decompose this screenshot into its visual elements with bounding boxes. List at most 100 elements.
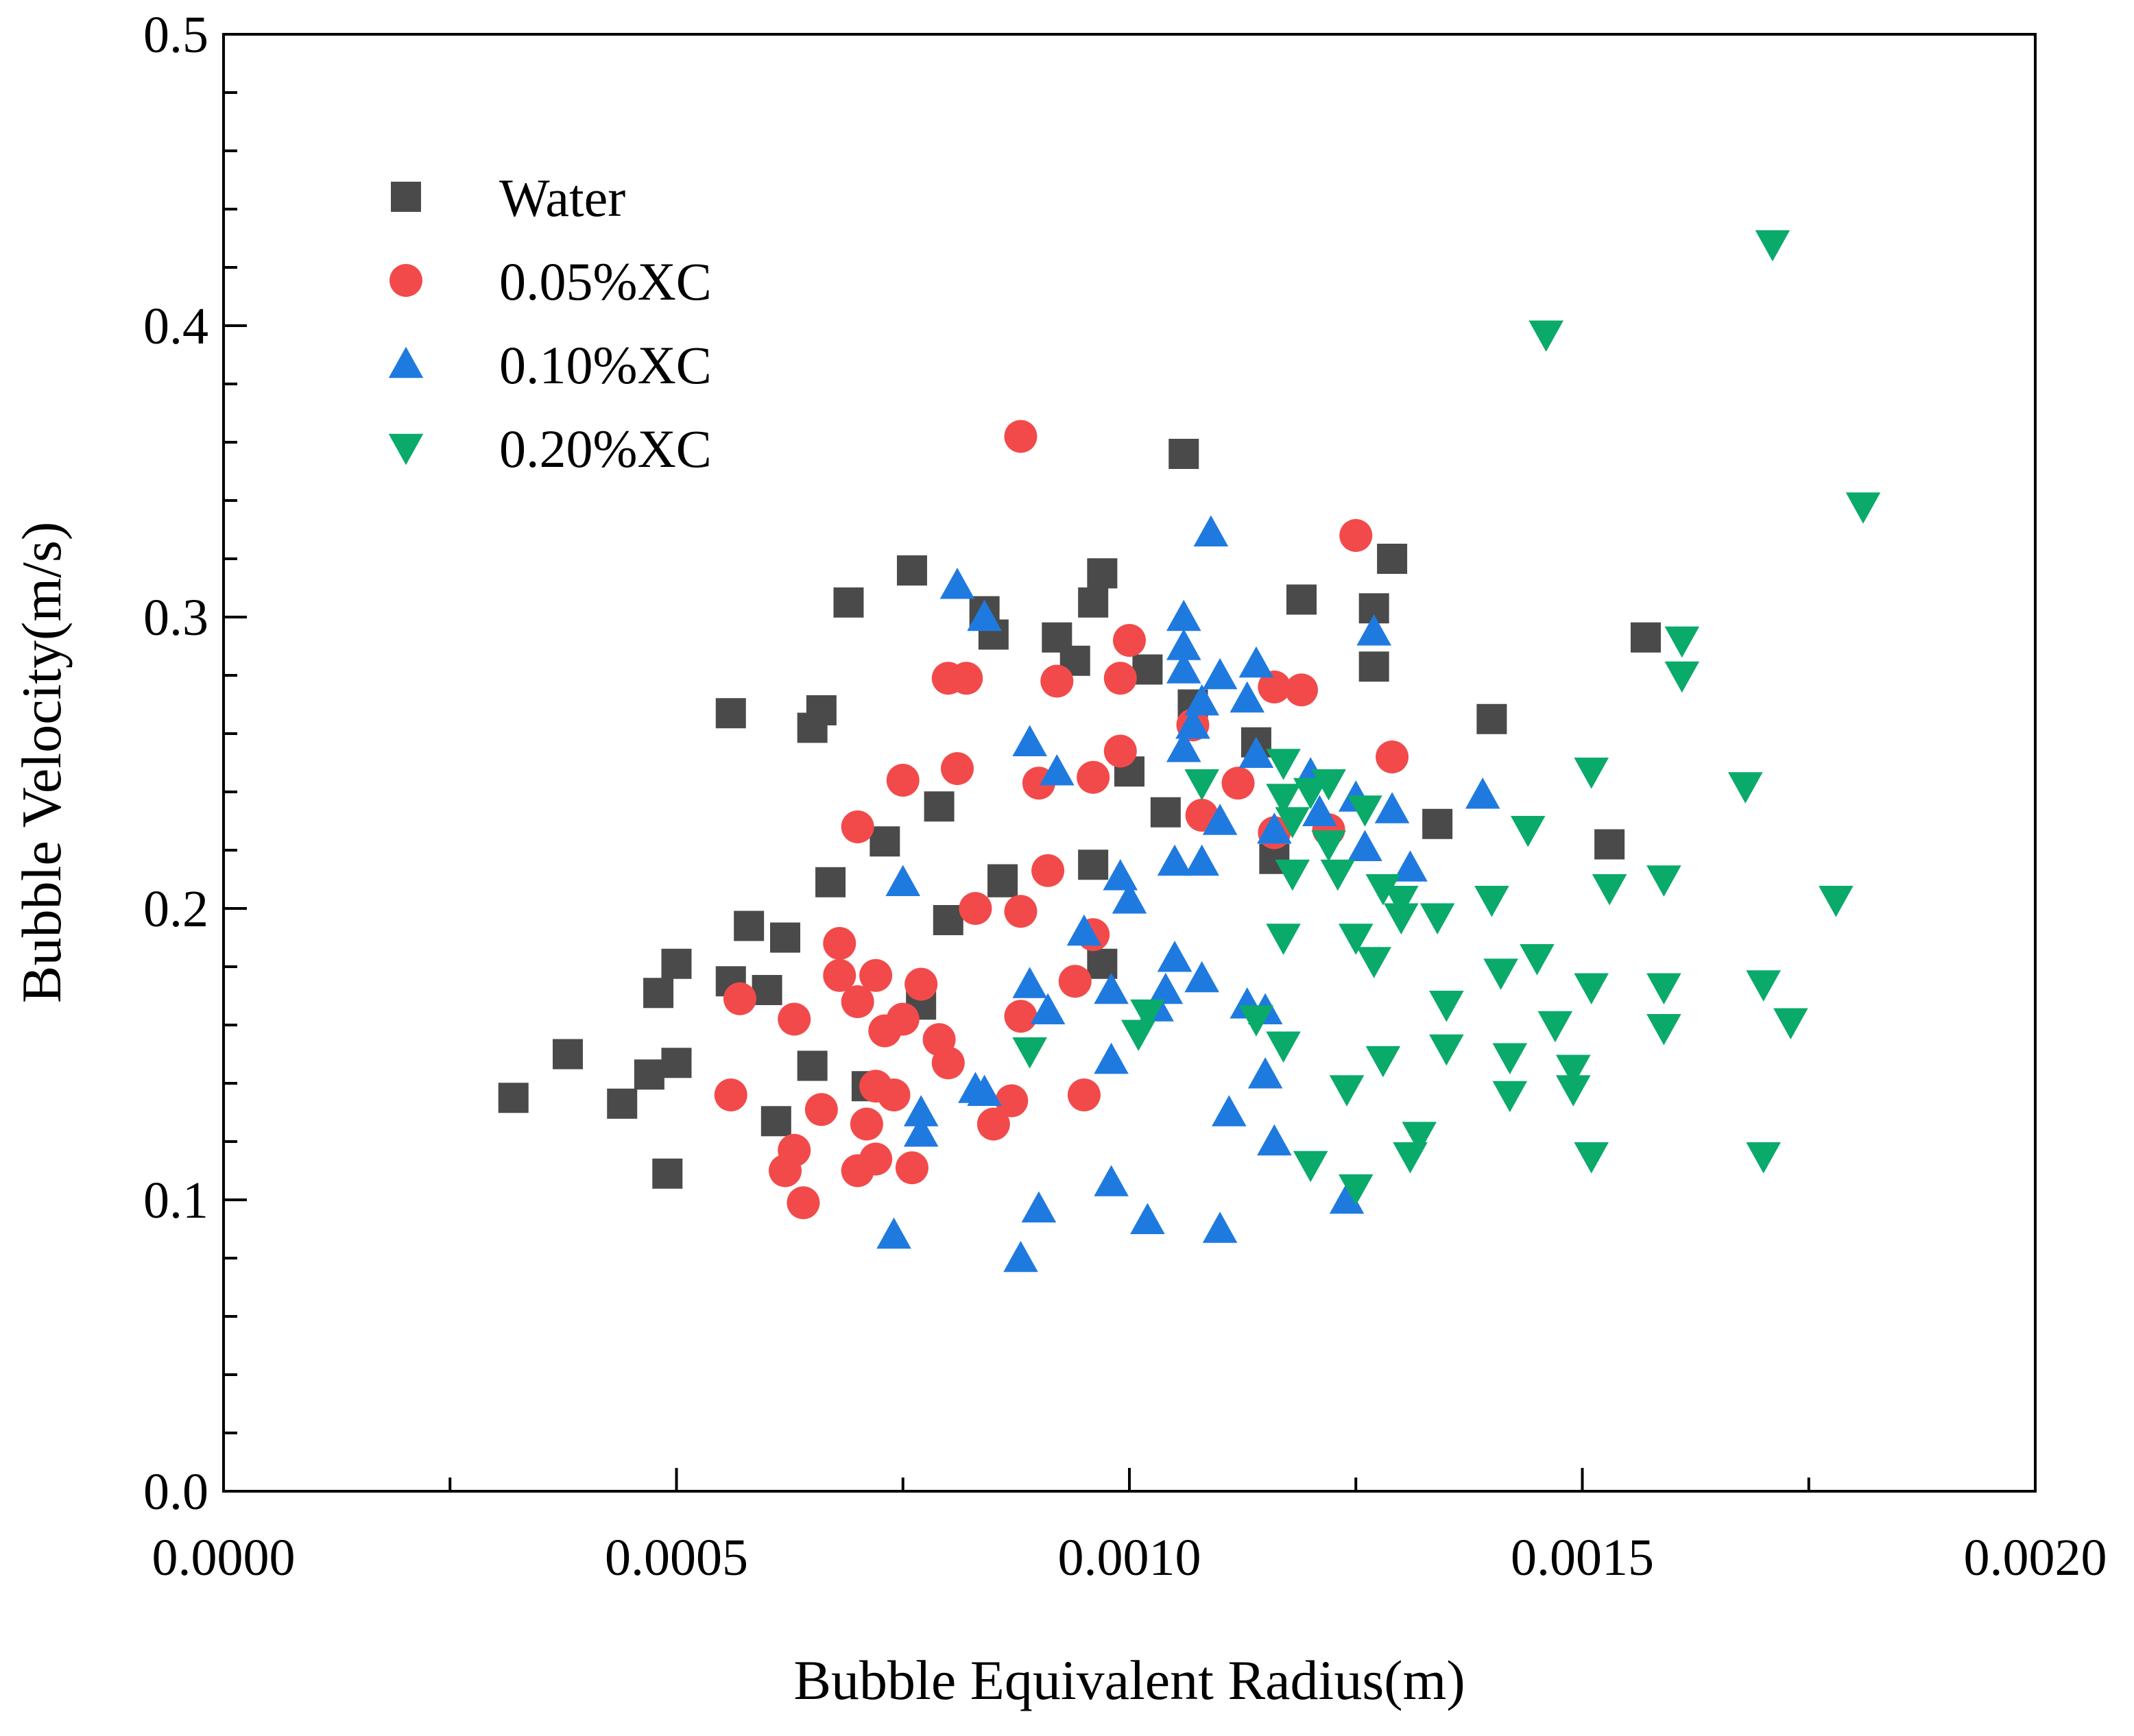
data-point xyxy=(1004,1000,1038,1033)
data-point xyxy=(1492,1043,1528,1075)
data-point xyxy=(1184,961,1219,993)
data-point xyxy=(723,982,756,1015)
data-point xyxy=(607,1088,638,1119)
data-point xyxy=(941,752,974,785)
data-point xyxy=(823,927,856,960)
data-point xyxy=(833,587,864,618)
data-point xyxy=(1094,972,1129,1004)
data-point xyxy=(1422,808,1453,839)
data-markers xyxy=(498,230,1881,1273)
data-point xyxy=(552,1039,583,1070)
data-point xyxy=(1293,1150,1328,1183)
data-point xyxy=(734,911,765,941)
data-point xyxy=(924,791,955,822)
data-point xyxy=(1338,1174,1374,1206)
data-point xyxy=(1184,844,1219,876)
data-point xyxy=(885,865,921,896)
data-point xyxy=(1202,1211,1238,1243)
data-point xyxy=(1574,758,1609,789)
plot-frame xyxy=(222,33,2037,1493)
data-point xyxy=(752,975,782,1005)
data-point xyxy=(1202,658,1238,690)
data-point xyxy=(1058,965,1092,998)
data-point xyxy=(1819,886,1854,917)
data-point xyxy=(1012,725,1047,756)
y-tick-label: 0.1 xyxy=(143,1172,208,1229)
data-point xyxy=(1476,703,1507,734)
data-point xyxy=(1120,1020,1156,1052)
data-point xyxy=(1311,830,1346,862)
legend-label: Water xyxy=(499,168,625,228)
data-point xyxy=(1266,1031,1301,1063)
data-point xyxy=(1266,784,1301,815)
data-point xyxy=(1356,614,1391,646)
data-point xyxy=(1376,740,1409,773)
data-point xyxy=(1103,858,1138,891)
data-point xyxy=(1286,584,1317,615)
data-point xyxy=(1483,959,1518,990)
data-point xyxy=(1112,882,1147,914)
x-tick-label: 0.0010 xyxy=(1058,1529,1201,1587)
data-point xyxy=(1646,973,1681,1005)
series-water xyxy=(498,439,1661,1189)
legend-label: 0.05%XC xyxy=(499,252,712,311)
data-point xyxy=(1040,754,1075,786)
legend: Water 0.05%XC 0.10%XC 0.20%XC xyxy=(388,168,712,479)
data-point xyxy=(661,1048,692,1078)
data-point xyxy=(1212,1095,1247,1126)
data-point xyxy=(1166,652,1201,684)
data-point xyxy=(1630,622,1661,653)
data-point xyxy=(1845,492,1881,524)
data-point xyxy=(903,1115,939,1147)
data-point xyxy=(1030,993,1066,1024)
data-point xyxy=(1094,1165,1129,1196)
data-point xyxy=(778,1002,811,1036)
data-point xyxy=(976,1107,1010,1141)
data-point xyxy=(886,1002,920,1036)
data-point xyxy=(1184,769,1219,801)
y-tick-label: 0.3 xyxy=(143,589,208,647)
data-point xyxy=(1087,948,1118,979)
data-point xyxy=(1113,624,1146,657)
data-point xyxy=(1302,795,1337,826)
data-point xyxy=(778,1133,811,1167)
data-point xyxy=(643,978,674,1009)
data-point xyxy=(1594,829,1625,860)
data-point xyxy=(1574,1142,1609,1174)
data-point xyxy=(896,555,927,586)
data-point xyxy=(1148,972,1184,1004)
data-point xyxy=(823,959,856,992)
data-point xyxy=(1157,844,1192,876)
data-point xyxy=(1012,967,1047,998)
data-point xyxy=(1746,970,1781,1002)
data-point xyxy=(715,698,746,729)
y-tick-label: 0.0 xyxy=(143,1463,208,1521)
data-point xyxy=(1238,736,1274,768)
data-point xyxy=(1066,914,1102,946)
y-tick-label: 0.2 xyxy=(143,880,208,938)
data-point xyxy=(1320,859,1356,891)
data-point xyxy=(1284,673,1318,707)
data-point xyxy=(1402,1122,1437,1153)
data-point xyxy=(806,695,837,725)
data-point xyxy=(859,959,893,992)
data-point xyxy=(1356,947,1391,978)
data-point xyxy=(1555,1054,1591,1087)
data-point xyxy=(1664,626,1700,658)
data-point xyxy=(1474,886,1509,917)
x-tick-label: 0.0015 xyxy=(1511,1529,1654,1587)
data-point xyxy=(1094,1042,1129,1074)
data-point xyxy=(1130,1203,1165,1234)
data-point xyxy=(1537,1011,1573,1043)
data-point xyxy=(1492,1081,1528,1113)
data-point xyxy=(1132,654,1163,685)
data-point xyxy=(967,599,1002,631)
data-point xyxy=(1157,940,1192,972)
data-point xyxy=(1202,804,1238,835)
data-point xyxy=(1293,777,1328,810)
data-point xyxy=(1419,903,1455,935)
data-point xyxy=(1510,816,1546,847)
data-point xyxy=(1664,661,1700,693)
data-point xyxy=(797,1050,828,1081)
data-point xyxy=(886,764,920,797)
